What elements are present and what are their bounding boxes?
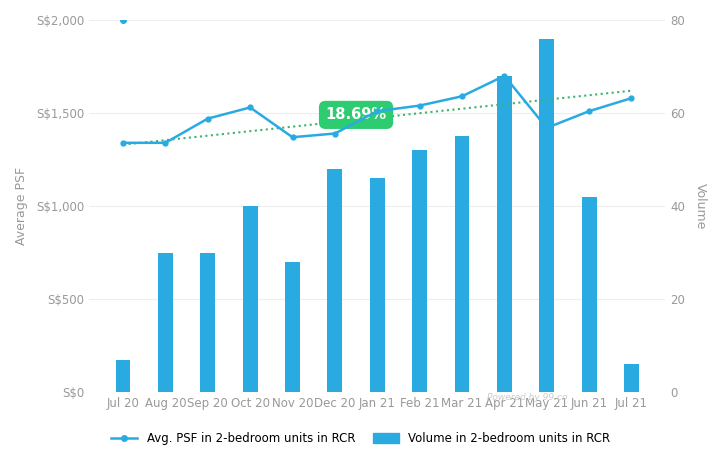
- Bar: [200, 253, 215, 392]
- Legend: Avg. PSF in 2-bedroom units in RCR, Volume in 2-bedroom units in RCR: Avg. PSF in 2-bedroom units in RCR, Volu…: [105, 426, 617, 451]
- Bar: [328, 169, 342, 392]
- Bar: [285, 262, 300, 392]
- Y-axis label: Volume: Volume: [694, 183, 707, 229]
- Text: Powered by 99.co: Powered by 99.co: [487, 393, 567, 402]
- Bar: [158, 253, 173, 392]
- Bar: [412, 150, 427, 392]
- Bar: [243, 206, 258, 392]
- Bar: [497, 76, 512, 392]
- Bar: [539, 38, 554, 392]
- Y-axis label: Average PSF: Average PSF: [15, 167, 28, 245]
- Bar: [455, 136, 469, 392]
- Bar: [582, 197, 596, 392]
- Text: 18.69%: 18.69%: [326, 107, 386, 122]
- Bar: [370, 178, 385, 392]
- Bar: [624, 364, 639, 392]
- Bar: [116, 360, 131, 392]
